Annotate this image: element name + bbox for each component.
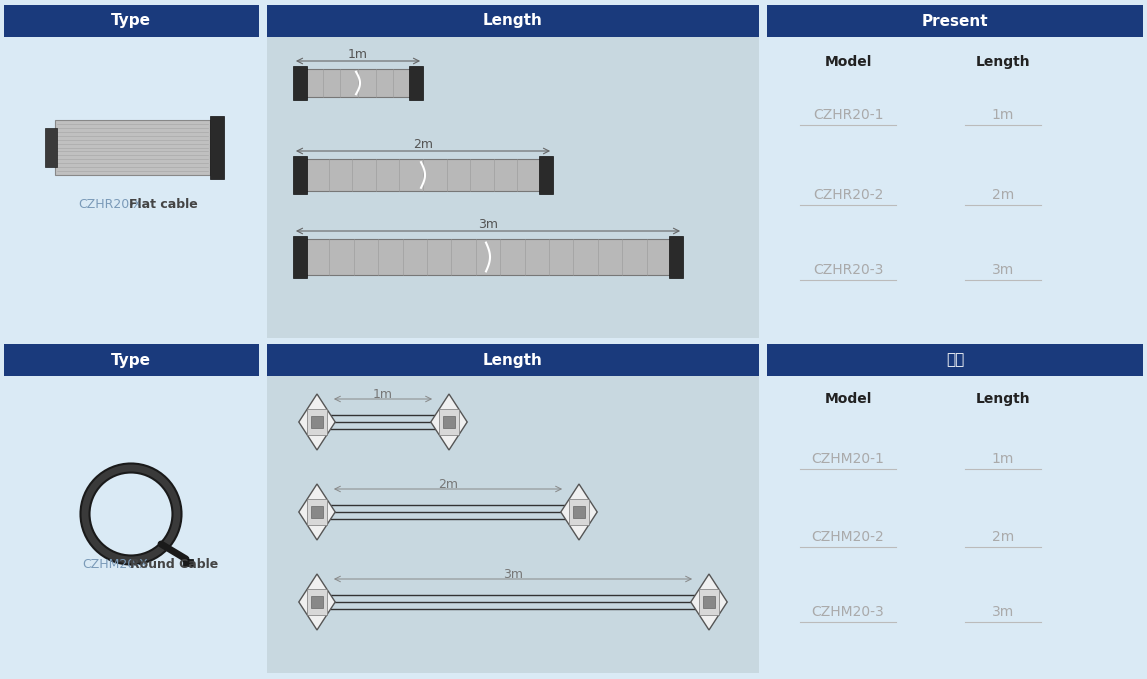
Text: Round Cable: Round Cable [130, 557, 218, 570]
Text: 2m: 2m [438, 477, 458, 490]
Bar [307, 499, 327, 525]
Polygon shape [299, 394, 335, 450]
Bar [305, 69, 411, 97]
Text: 1m: 1m [992, 108, 1014, 122]
Text: 1m: 1m [373, 388, 393, 401]
FancyBboxPatch shape [767, 344, 1144, 673]
FancyBboxPatch shape [767, 5, 1144, 338]
FancyBboxPatch shape [767, 5, 1144, 37]
Text: Flat cable: Flat cable [128, 198, 197, 211]
Text: Model: Model [825, 55, 872, 69]
Text: Length: Length [483, 14, 543, 29]
Text: Model: Model [825, 392, 872, 406]
Bar [184, 559, 193, 566]
Polygon shape [690, 574, 727, 630]
FancyBboxPatch shape [3, 5, 259, 338]
Text: CZHM20-1: CZHM20-1 [812, 452, 884, 466]
FancyBboxPatch shape [767, 344, 1144, 376]
Text: 介绍: 介绍 [946, 352, 965, 367]
Text: 2m: 2m [413, 139, 434, 151]
Bar [311, 506, 322, 518]
Text: CZHR20-3: CZHR20-3 [813, 263, 883, 277]
Text: CZHM20-3: CZHM20-3 [812, 605, 884, 619]
Bar [700, 589, 719, 614]
Text: 3m: 3m [478, 219, 498, 232]
Text: CZHR20-2: CZHR20-2 [813, 188, 883, 202]
Polygon shape [431, 394, 467, 450]
FancyBboxPatch shape [267, 5, 759, 338]
FancyBboxPatch shape [267, 344, 759, 673]
FancyBboxPatch shape [267, 344, 759, 376]
Text: Length: Length [483, 352, 543, 367]
Polygon shape [299, 574, 335, 630]
Text: 3m: 3m [992, 605, 1014, 619]
Bar [305, 239, 671, 275]
Bar [292, 66, 307, 100]
Text: 2m: 2m [992, 188, 1014, 202]
FancyBboxPatch shape [3, 5, 259, 37]
Bar [210, 116, 224, 179]
Text: 3m: 3m [992, 263, 1014, 277]
Bar [292, 236, 307, 278]
Text: Type: Type [111, 14, 151, 29]
Bar [443, 416, 455, 428]
Bar [539, 156, 553, 194]
Text: 1m: 1m [348, 48, 368, 62]
FancyBboxPatch shape [267, 5, 759, 37]
Bar [569, 499, 588, 525]
Bar [55, 120, 210, 175]
Text: Length: Length [976, 55, 1030, 69]
Bar [439, 409, 459, 435]
Text: Present: Present [922, 14, 989, 29]
Text: 2m: 2m [992, 530, 1014, 544]
Text: CZHM20-X: CZHM20-X [83, 557, 148, 570]
FancyBboxPatch shape [3, 344, 259, 673]
Text: CZHR20-X: CZHR20-X [78, 198, 142, 211]
Bar [311, 416, 322, 428]
Polygon shape [561, 484, 598, 540]
Bar [574, 506, 585, 518]
Text: 1m: 1m [992, 452, 1014, 466]
Bar [45, 128, 57, 167]
Bar [409, 66, 423, 100]
Text: Length: Length [976, 392, 1030, 406]
Bar [669, 236, 682, 278]
Text: 3m: 3m [504, 568, 523, 581]
Bar [307, 589, 327, 614]
Bar [292, 156, 307, 194]
Bar [703, 595, 715, 608]
Text: Type: Type [111, 352, 151, 367]
Polygon shape [299, 484, 335, 540]
Text: CZHR20-1: CZHR20-1 [813, 108, 883, 122]
Text: CZHM20-2: CZHM20-2 [812, 530, 884, 544]
FancyBboxPatch shape [3, 344, 259, 376]
Bar [305, 159, 541, 191]
Bar [307, 409, 327, 435]
Bar [311, 595, 322, 608]
